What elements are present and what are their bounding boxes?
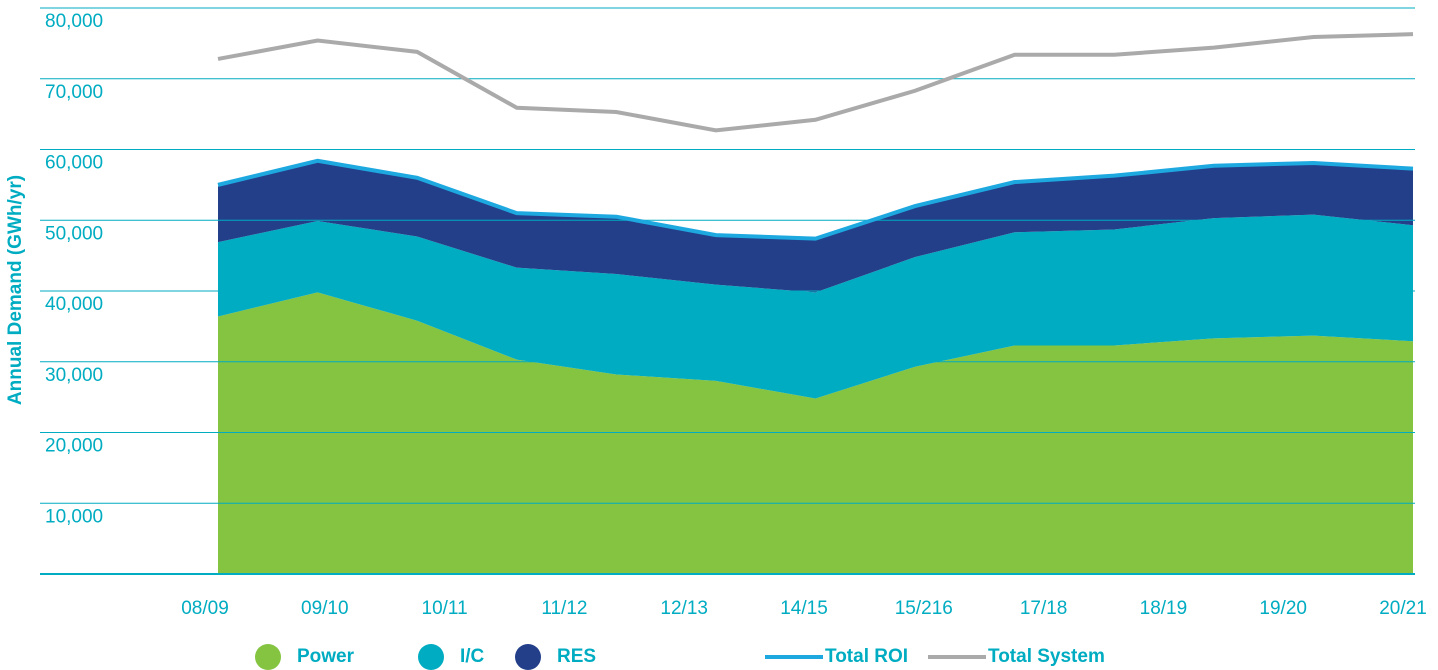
- y-tick-label: 10,000: [45, 506, 103, 527]
- y-tick-label: 40,000: [45, 294, 103, 315]
- legend-label: Total System: [988, 646, 1105, 667]
- legend-marker: [418, 644, 444, 670]
- x-tick-label: 17/18: [1020, 598, 1068, 619]
- legend-label: I/C: [460, 646, 485, 667]
- legend-label: RES: [557, 646, 596, 667]
- legend-marker: [255, 644, 281, 670]
- x-tick-label: 10/11: [422, 598, 468, 619]
- legend-marker: [515, 644, 541, 670]
- y-tick-label: 20,000: [45, 436, 103, 457]
- y-tick-label: 60,000: [45, 153, 103, 174]
- y-tick-label: 70,000: [45, 82, 103, 103]
- x-tick-label: 09/10: [301, 598, 349, 619]
- x-tick-label: 15/216: [895, 598, 953, 619]
- y-axis-title: Annual Demand (GWh/yr): [5, 175, 26, 405]
- x-tick-label: 11/12: [541, 598, 587, 619]
- area: [218, 214, 1413, 399]
- x-tick-label: 12/13: [660, 598, 708, 619]
- x-tick-label: 20/21: [1379, 598, 1427, 619]
- y-tick-label: 80,000: [45, 11, 103, 32]
- legend-label: Total ROI: [825, 646, 908, 667]
- y-tick-label: 30,000: [45, 365, 103, 386]
- legend-label: Power: [297, 646, 355, 667]
- x-tick-label: 08/09: [181, 598, 229, 619]
- x-tick-label: 19/20: [1259, 598, 1307, 619]
- line: [217, 158, 1414, 241]
- x-tick-label: 14/15: [780, 598, 828, 619]
- area: [218, 162, 1413, 293]
- y-tick-label: 50,000: [45, 223, 103, 244]
- x-tick-label: 18/19: [1140, 598, 1188, 619]
- line: [217, 32, 1414, 133]
